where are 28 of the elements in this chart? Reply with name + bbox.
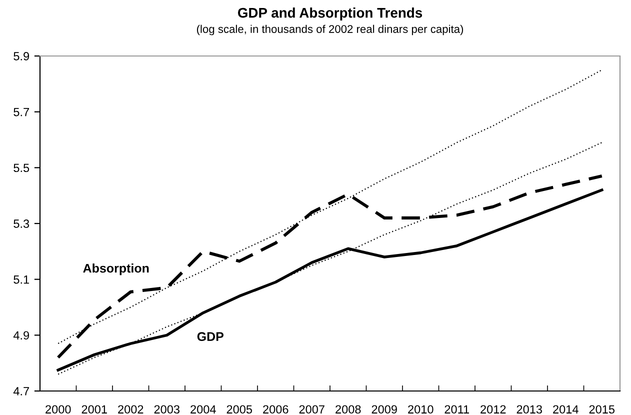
y-tick-label: 4.7 (13, 387, 29, 396)
x-tick-label: 2013 (516, 405, 542, 414)
x-tick-label: 2012 (480, 405, 506, 414)
chart-title: GDP and Absorption Trends (238, 8, 422, 20)
x-tick-label: 2008 (336, 405, 361, 414)
y-tick-label: 5.7 (14, 108, 29, 116)
x-tick-label: 2002 (118, 405, 144, 414)
x-tick-label: 2014 (553, 405, 578, 414)
y-tick-label: 5.3 (14, 220, 30, 228)
x-tick-label: 2011 (444, 405, 469, 414)
y-tick-label: 5.9 (14, 52, 30, 60)
x-tick-label: 2004 (190, 405, 216, 414)
y-tick-label: 4.9 (13, 331, 30, 340)
x-tick-label: 2003 (154, 405, 180, 414)
line-series (58, 142, 602, 375)
chart-subtitle: (log scale, in thousands of 2002 real dinars per capita) (196, 24, 464, 36)
x-tick-label: 2010 (408, 405, 434, 414)
x-tick-label: 2000 (46, 405, 71, 414)
x-tick-label: 2006 (263, 405, 288, 414)
x-tick-label: 2015 (589, 405, 615, 414)
series-label: GDP (197, 332, 224, 341)
y-tick-label: 5.5 (14, 164, 30, 172)
x-tick-label: 2009 (372, 405, 397, 414)
y-tick-label: 5.1 (14, 275, 30, 284)
series-label: Absorption (83, 263, 149, 276)
x-tick-label: 2007 (299, 405, 324, 414)
x-tick-label: 2001 (82, 405, 107, 414)
x-tick-label: 2005 (226, 405, 252, 414)
